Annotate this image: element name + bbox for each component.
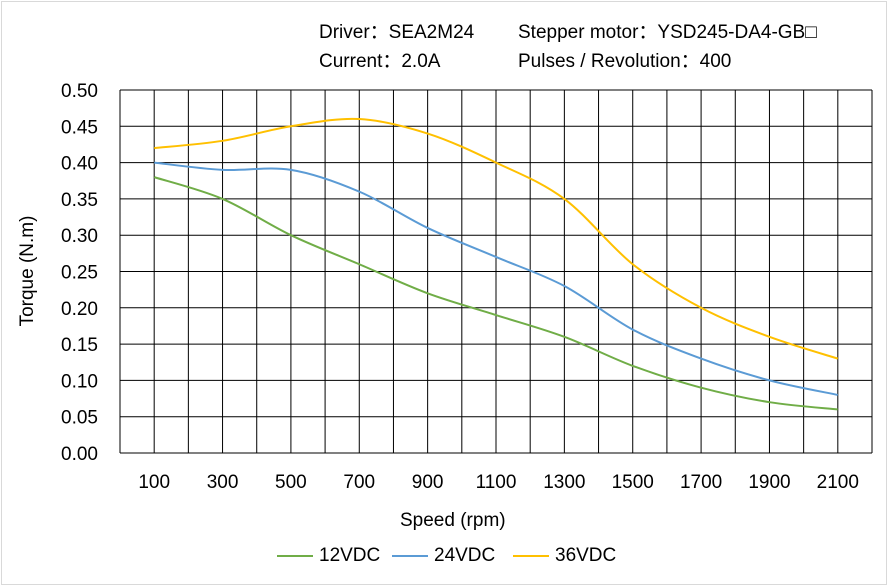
series-line-24VDC	[154, 161, 839, 396]
x-tick-label: 2100	[817, 472, 859, 493]
y-tick-label: 0.40	[61, 154, 98, 175]
y-tick-label: 0.05	[61, 408, 98, 429]
pulses-label: Pulses / Revolution：400	[518, 51, 732, 72]
y-tick-label: 0.35	[61, 190, 98, 211]
y-tick-label: 0.10	[61, 371, 98, 392]
legend-item-12VDC: 12VDC	[277, 545, 380, 567]
y-tick-label: 0.25	[61, 263, 98, 284]
series-line-12VDC	[153, 176, 838, 411]
x-tick-label: 500	[275, 472, 307, 493]
x-tick-label: 900	[412, 472, 444, 493]
x-axis-title: Speed (rpm)	[400, 510, 506, 531]
legend-swatch	[277, 555, 313, 557]
x-tick-label: 100	[138, 472, 170, 493]
x-tick-label: 1300	[543, 472, 585, 493]
y-tick-label: 0.00	[61, 444, 98, 465]
y-tick-label: 0.45	[61, 117, 98, 138]
legend-label: 12VDC	[319, 545, 381, 566]
driver-label: Driver：SEA2M24	[319, 22, 475, 43]
x-tick-label: 1500	[612, 472, 654, 493]
x-tick-label: 1700	[680, 472, 722, 493]
legend-label: 36VDC	[555, 545, 617, 566]
x-tick-label: 1900	[748, 472, 790, 493]
series-line-36VDC	[154, 117, 839, 360]
y-tick-label: 0.15	[61, 335, 98, 356]
legend-swatch	[513, 555, 549, 557]
y-tick-label: 0.30	[61, 226, 98, 247]
legend-swatch	[392, 555, 428, 557]
y-tick-label: 0.50	[61, 81, 98, 102]
y-axis-title: Torque (N.m)	[17, 216, 38, 327]
legend-label: 24VDC	[434, 545, 496, 566]
y-tick-label: 0.20	[61, 299, 98, 320]
current-label: Current：2.0A	[319, 51, 441, 72]
motor-label: Stepper motor：YSD245-DA4-GB□	[518, 22, 817, 43]
x-tick-label: 300	[207, 472, 239, 493]
x-tick-label: 1100	[476, 472, 517, 493]
legend-item-24VDC: 24VDC	[392, 545, 495, 567]
legend-item-36VDC: 36VDC	[513, 545, 616, 567]
x-tick-label: 700	[343, 472, 375, 493]
